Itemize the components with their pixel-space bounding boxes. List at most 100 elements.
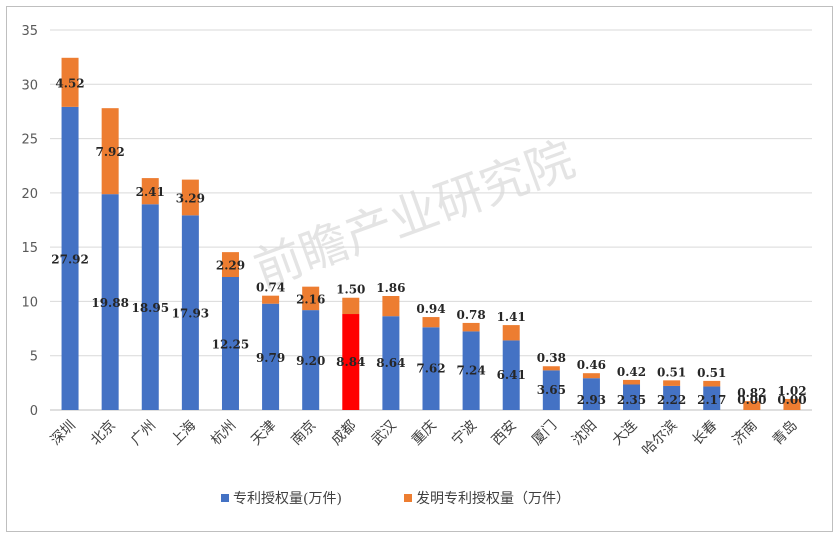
data-label-invention: 0.74 bbox=[256, 281, 285, 295]
data-labels: 27.92 4.52 19.88 7.92 18.95 2.41 17.93 3.29 12.2… bbox=[51, 76, 806, 407]
bar-base bbox=[141, 204, 159, 410]
data-label-invention: 1.41 bbox=[497, 310, 526, 324]
bar-base bbox=[262, 303, 280, 410]
data-label-base: 3.65 bbox=[537, 383, 566, 397]
data-label-invention: 3.29 bbox=[176, 191, 205, 205]
data-label-base: 2.22 bbox=[657, 393, 686, 407]
bar-invention bbox=[542, 366, 560, 371]
data-label-base: 9.79 bbox=[256, 351, 285, 365]
bar-base bbox=[101, 194, 119, 410]
bars bbox=[61, 57, 801, 411]
bar-base bbox=[462, 331, 480, 410]
bar-base bbox=[703, 386, 721, 410]
data-label-base: 8.84 bbox=[336, 355, 365, 369]
y-tick-label: 30 bbox=[21, 78, 38, 93]
x-category-label: 宁波 bbox=[448, 417, 480, 449]
y-tick-label: 0 bbox=[30, 404, 38, 419]
bar-base bbox=[502, 340, 520, 410]
bar-invention bbox=[181, 179, 199, 216]
bar-invention bbox=[422, 317, 440, 328]
data-label-invention: 7.92 bbox=[96, 145, 125, 159]
legend-swatch-base bbox=[221, 494, 229, 502]
data-label-base: 0.00 bbox=[777, 393, 806, 407]
y-tick-label: 20 bbox=[21, 187, 38, 202]
data-label-invention: 0.82 bbox=[737, 386, 766, 400]
data-label-base: 2.35 bbox=[617, 393, 646, 407]
data-label-base: 2.93 bbox=[577, 393, 606, 407]
data-label-base: 7.62 bbox=[416, 362, 445, 376]
bar-base bbox=[623, 384, 641, 410]
data-label-invention: 0.51 bbox=[697, 366, 726, 380]
x-category-label: 杭州 bbox=[208, 418, 239, 449]
x-category-label: 济南 bbox=[730, 418, 761, 449]
bar-base bbox=[61, 106, 79, 411]
legend-label-invention: 发明专利授权量（万件） bbox=[416, 491, 570, 507]
data-label-invention: 2.29 bbox=[216, 259, 245, 273]
x-category-label: 成都 bbox=[329, 418, 360, 449]
data-label-base: 7.24 bbox=[456, 364, 485, 378]
legend-swatch-invention bbox=[404, 494, 412, 502]
data-label-base: 9.20 bbox=[296, 354, 325, 368]
data-label-invention: 4.52 bbox=[55, 76, 84, 90]
legend-label-base: 专利授权量(万件) bbox=[233, 491, 342, 507]
bar-invention bbox=[221, 252, 239, 277]
data-label-base: 0.00 bbox=[737, 393, 766, 407]
bar-invention bbox=[262, 295, 280, 304]
data-label-base: 18.95 bbox=[131, 301, 169, 315]
bar-invention bbox=[462, 322, 480, 332]
data-label-base: 27.92 bbox=[51, 252, 89, 266]
bar-invention bbox=[342, 297, 360, 315]
x-category-label: 南京 bbox=[288, 418, 319, 449]
bar-invention bbox=[502, 325, 520, 341]
x-category-label: 大连 bbox=[609, 418, 640, 449]
y-tick-label: 10 bbox=[21, 295, 38, 310]
data-label-invention: 0.78 bbox=[456, 308, 485, 322]
data-label-base: 17.93 bbox=[172, 307, 210, 321]
x-category-label: 上海 bbox=[168, 418, 199, 449]
bar-invention bbox=[101, 108, 119, 195]
data-label-base: 8.64 bbox=[376, 356, 405, 370]
bar-invention bbox=[61, 57, 79, 107]
bar-base bbox=[342, 314, 360, 410]
data-label-base: 2.17 bbox=[697, 393, 726, 407]
bar-base bbox=[582, 378, 600, 410]
bar-invention bbox=[582, 373, 600, 379]
bar-base bbox=[221, 277, 239, 410]
bar-base bbox=[181, 215, 199, 410]
data-label-invention: 0.42 bbox=[617, 365, 646, 379]
x-category-label: 武汉 bbox=[369, 418, 400, 449]
data-label-invention: 2.16 bbox=[296, 292, 325, 306]
bar-invention bbox=[743, 401, 761, 410]
data-label-invention: 0.94 bbox=[416, 302, 445, 316]
bar-invention bbox=[302, 286, 320, 311]
bar-invention bbox=[663, 380, 681, 386]
data-label-invention: 0.51 bbox=[657, 365, 686, 379]
data-label-invention: 2.41 bbox=[136, 185, 165, 199]
bar-invention bbox=[623, 379, 641, 385]
x-axis-categories: 深圳 北京 广州 上海 杭州 天津 南京 成都 武汉 重庆 宁波 西安 厦门 沈阳 大连 哈尔滨 长春 济南 青岛 bbox=[48, 417, 801, 459]
data-label-invention: 1.86 bbox=[376, 281, 405, 295]
data-label-base: 12.25 bbox=[212, 338, 250, 352]
x-category-label: 广州 bbox=[128, 418, 159, 449]
x-category-label: 西安 bbox=[489, 418, 520, 449]
bar-base bbox=[663, 385, 681, 410]
bar-invention bbox=[783, 398, 801, 410]
data-label-invention: 1.50 bbox=[336, 283, 365, 297]
x-category-label: 天津 bbox=[248, 418, 279, 449]
x-category-label: 长春 bbox=[689, 418, 720, 449]
x-category-label: 深圳 bbox=[48, 418, 79, 449]
x-category-label: 沈阳 bbox=[569, 418, 600, 449]
legend: 专利授权量(万件) 发明专利授权量（万件） bbox=[221, 491, 570, 507]
x-category-label: 厦门 bbox=[529, 418, 560, 449]
data-label-invention: 0.38 bbox=[537, 351, 566, 365]
data-label-base: 6.41 bbox=[497, 368, 526, 382]
bar-invention bbox=[382, 296, 400, 317]
y-tick-label: 35 bbox=[21, 24, 38, 39]
bar-base bbox=[422, 327, 440, 410]
x-category-label: 北京 bbox=[88, 418, 119, 449]
y-tick-label: 5 bbox=[30, 350, 38, 365]
bar-base bbox=[542, 370, 560, 410]
x-category-label: 哈尔滨 bbox=[639, 418, 680, 459]
y-tick-label: 25 bbox=[21, 133, 38, 148]
